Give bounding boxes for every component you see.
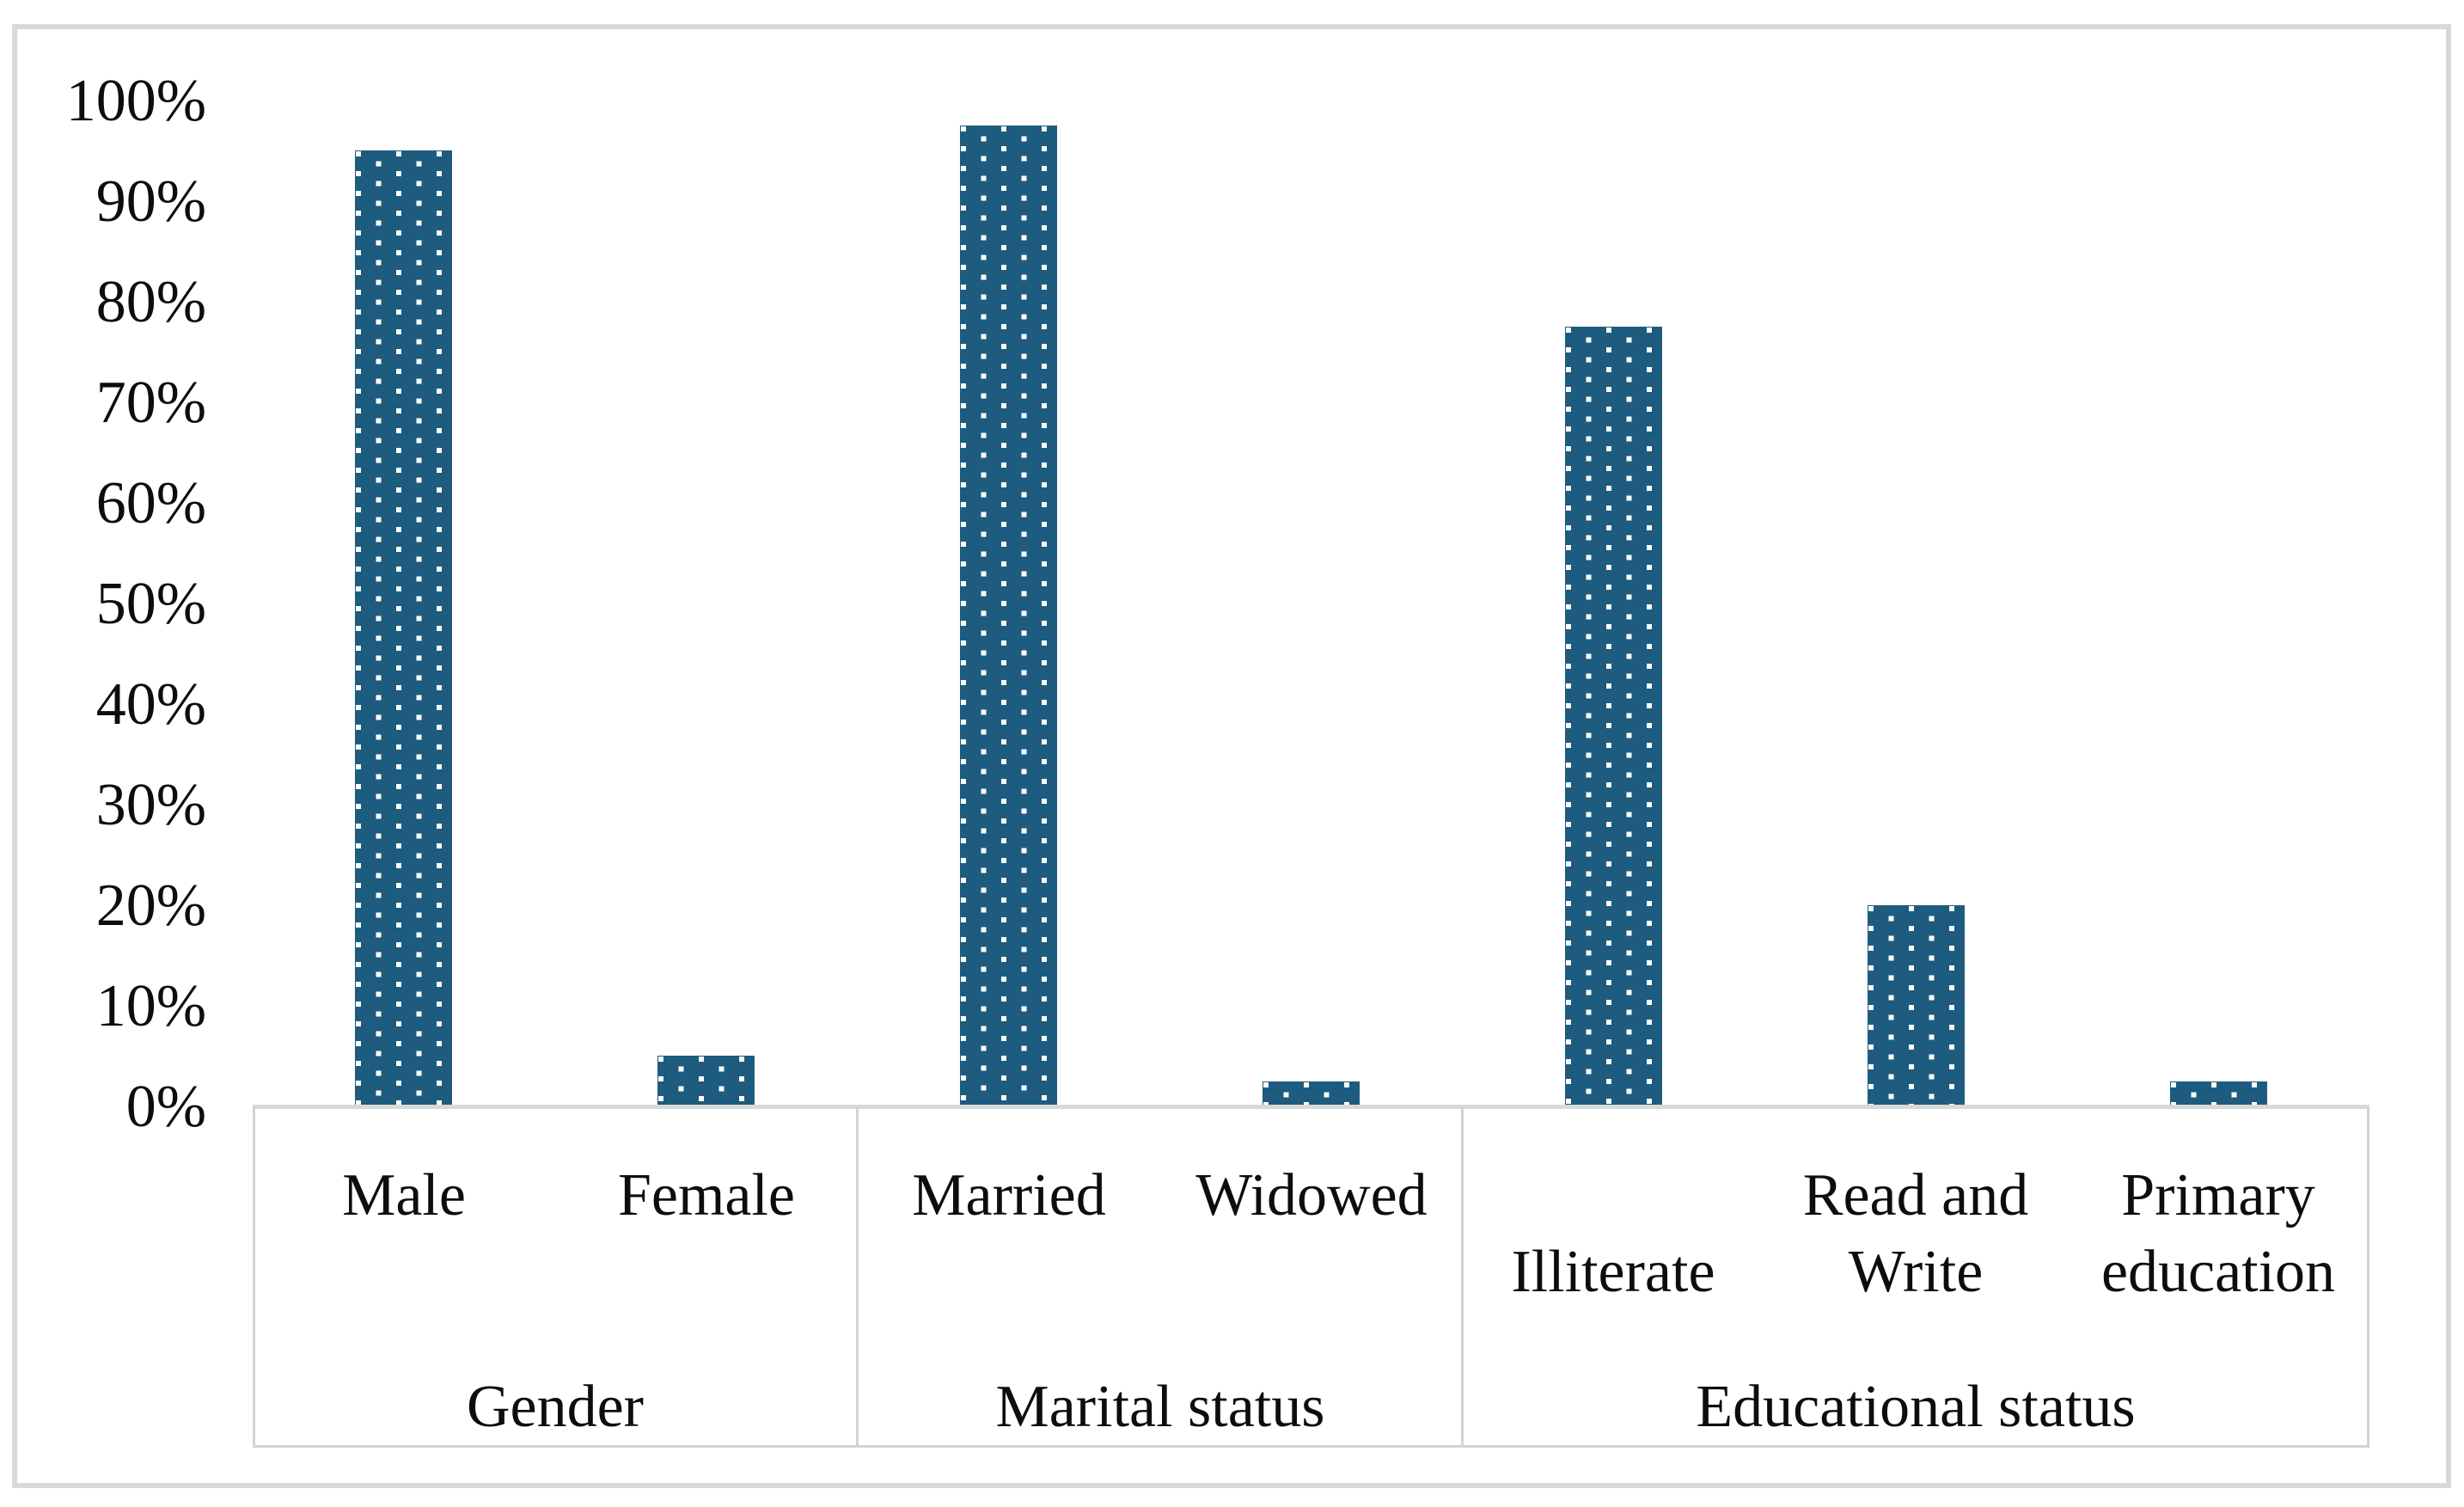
category-label-line: Female (617, 1162, 796, 1228)
bar-primary-education (2170, 1081, 2267, 1106)
category-label-female: Female (555, 1157, 858, 1234)
category-label-married: Married (858, 1157, 1160, 1234)
y-tick-label-80: 80% (95, 269, 206, 335)
category-label-line: Married (912, 1162, 1106, 1228)
y-tick-label-60: 60% (95, 470, 206, 536)
bar-widowed (1263, 1081, 1360, 1106)
category-label-male: Male (253, 1157, 555, 1234)
category-label-line: Male (342, 1162, 466, 1228)
y-tick-label-30: 30% (95, 772, 206, 838)
bar-read-and-write (1868, 905, 1965, 1106)
x-axis-line (253, 1105, 2369, 1109)
y-tick-label-90: 90% (95, 168, 206, 235)
y-tick-label-50: 50% (95, 571, 206, 637)
category-label-illiterate: Illiterate (1462, 1234, 1764, 1310)
category-label-line: Widowed (1195, 1162, 1428, 1228)
bar-male (355, 150, 452, 1106)
y-tick-label-100: 100% (65, 68, 206, 134)
category-label-line: Illiterate (1511, 1239, 1715, 1305)
group-divider (856, 1107, 859, 1448)
category-label-line: Write (1848, 1239, 1984, 1305)
y-tick-label-20: 20% (95, 873, 206, 939)
category-label-primary-education: Primary education (2067, 1157, 2369, 1310)
category-label-line: Primary (2121, 1162, 2315, 1228)
group-divider (1461, 1107, 1464, 1448)
category-label-box (253, 1107, 2369, 1448)
category-label-read-and-write: Read and Write (1764, 1157, 2067, 1310)
bar-female (657, 1056, 755, 1106)
bar-illiterate (1565, 327, 1662, 1106)
y-tick-label-10: 10% (95, 973, 206, 1039)
category-label-widowed: Widowed (1160, 1157, 1463, 1234)
y-tick-label-70: 70% (95, 370, 206, 436)
category-label-line: Read and (1802, 1162, 2029, 1228)
group-label-educational-status: Educational status (1696, 1374, 2136, 1440)
category-label-line: education (2100, 1239, 2336, 1305)
bar-married (960, 126, 1057, 1106)
group-label-gender: Gender (466, 1374, 644, 1440)
y-tick-label-40: 40% (95, 671, 206, 738)
group-label-marital-status: Marital status (995, 1374, 1325, 1440)
y-tick-label-0: 0% (125, 1074, 206, 1140)
